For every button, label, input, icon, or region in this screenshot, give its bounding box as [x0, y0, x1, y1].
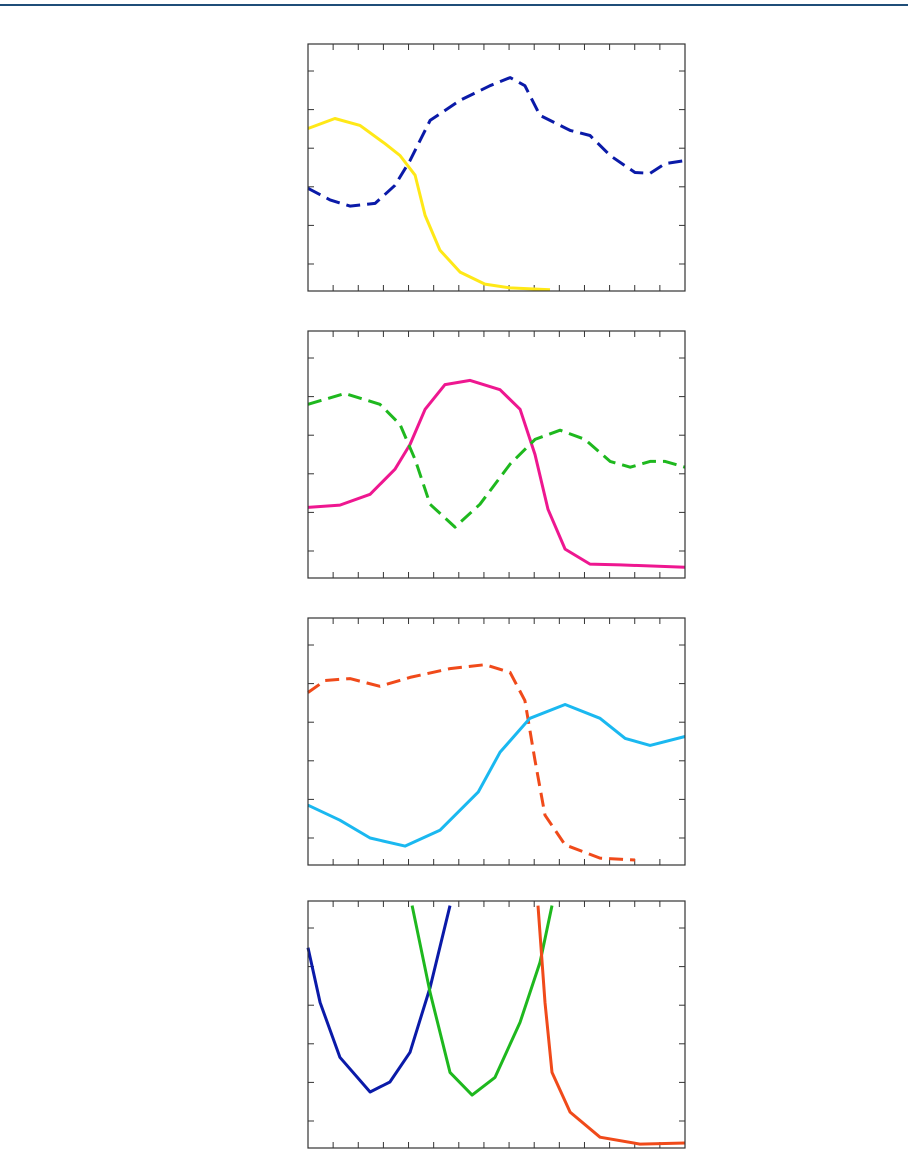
plot-frame	[307, 900, 686, 1149]
series-line	[307, 703, 686, 848]
series-line	[307, 76, 686, 208]
series-line	[307, 117, 551, 292]
series-line	[307, 663, 636, 862]
series-line	[307, 378, 686, 569]
plot-frame	[307, 43, 686, 292]
series-line	[307, 392, 686, 529]
series-line	[306, 905, 452, 1094]
plot-frame	[307, 617, 686, 866]
plot-frame	[307, 330, 686, 579]
header-rule	[0, 4, 908, 6]
series-line	[410, 905, 554, 1097]
series-line	[536, 905, 686, 1146]
